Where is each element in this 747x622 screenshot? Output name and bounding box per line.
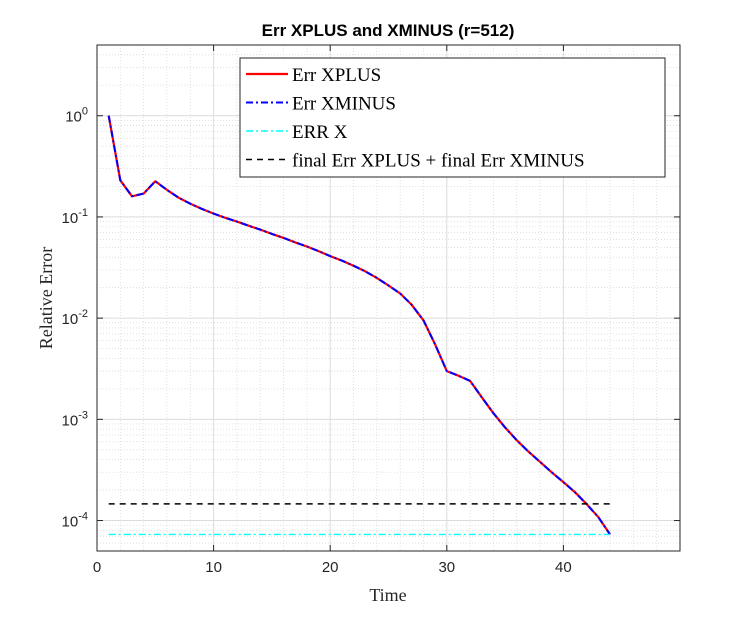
x-tick-label: 20 (322, 559, 339, 576)
plot-frame (96, 44, 681, 552)
series-line-2 (107, 115, 611, 535)
x-tick-label: 0 (93, 559, 101, 576)
x-tick-label: 10 (205, 559, 222, 576)
legend-label: final Err XPLUS + final Err XMINUS (292, 151, 585, 172)
legend-label: ERR X (292, 122, 348, 143)
y-tick-label: 10-3 (62, 409, 88, 429)
y-tick-label: 100 (65, 106, 88, 126)
chart-title: Err XPLUS and XMINUS (r=512) (262, 21, 515, 40)
y-tick-label: 10-1 (62, 207, 88, 227)
x-tick-label: 30 (438, 559, 455, 576)
ticks: 0 10 20 30 40 10-4 10-3 10-2 10-1 100 (62, 45, 680, 576)
x-axis-label: Time (369, 585, 406, 605)
legend-label: Err XMINUS (292, 94, 396, 115)
y-axis-label: Relative Error (36, 247, 56, 349)
series-group (107, 115, 611, 536)
legend-label: Err XPLUS (292, 65, 381, 86)
x-tick-label: 40 (555, 559, 572, 576)
y-tick-label: 10-2 (62, 308, 88, 328)
legend-box (239, 57, 666, 178)
y-tick-label: 10-4 (62, 511, 88, 531)
legend: Err XPLUS Err XMINUS ERR X final Err XPLUS … (239, 57, 666, 178)
